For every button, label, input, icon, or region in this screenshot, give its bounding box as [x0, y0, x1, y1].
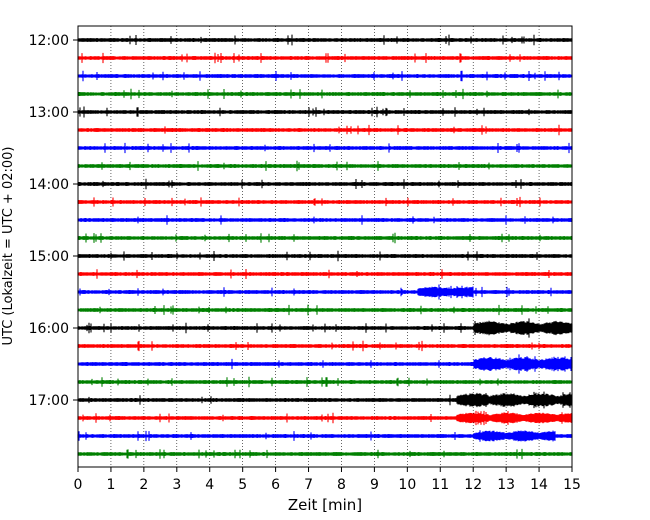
- x-tick-label: 6: [271, 477, 280, 493]
- y-tick-label: 14:00: [29, 177, 69, 193]
- x-tick-label: 8: [337, 477, 346, 493]
- y-tick-label: 13:00: [29, 105, 69, 121]
- plot-frame: [77, 25, 573, 468]
- x-tick-label: 2: [139, 477, 148, 493]
- x-tick-label: 10: [398, 477, 416, 493]
- x-axis-ticks: 0 1 2 3 4 5 6 7 8 9 10 11 12 13 14 15: [74, 467, 581, 493]
- x-tick-label: 13: [497, 477, 515, 493]
- x-tick-label: 4: [205, 477, 214, 493]
- y-axis-label: UTC (Lokalzeit = UTC + 02:00): [1, 147, 16, 346]
- y-axis-ticks: 12:00 13:00 14:00 15:00 16:00 17:00: [29, 33, 78, 409]
- x-tick-label: 5: [238, 477, 247, 493]
- x-tick-label: 1: [106, 477, 115, 493]
- seismic-traces: [77, 34, 573, 460]
- y-tick-label: 12:00: [29, 33, 69, 49]
- x-tick-label: 15: [563, 477, 581, 493]
- x-tick-label: 11: [431, 477, 449, 493]
- x-tick-label: 9: [370, 477, 379, 493]
- x-tick-label: 14: [530, 477, 548, 493]
- x-tick-label: 0: [74, 477, 83, 493]
- y-tick-label: 15:00: [29, 249, 69, 265]
- y-tick-label: 17:00: [29, 393, 69, 409]
- y-tick-label: 16:00: [29, 321, 69, 337]
- x-axis-label: Zeit [min]: [288, 496, 362, 514]
- x-tick-label: 3: [172, 477, 181, 493]
- x-tick-label: 7: [304, 477, 313, 493]
- x-tick-label: 12: [464, 477, 482, 493]
